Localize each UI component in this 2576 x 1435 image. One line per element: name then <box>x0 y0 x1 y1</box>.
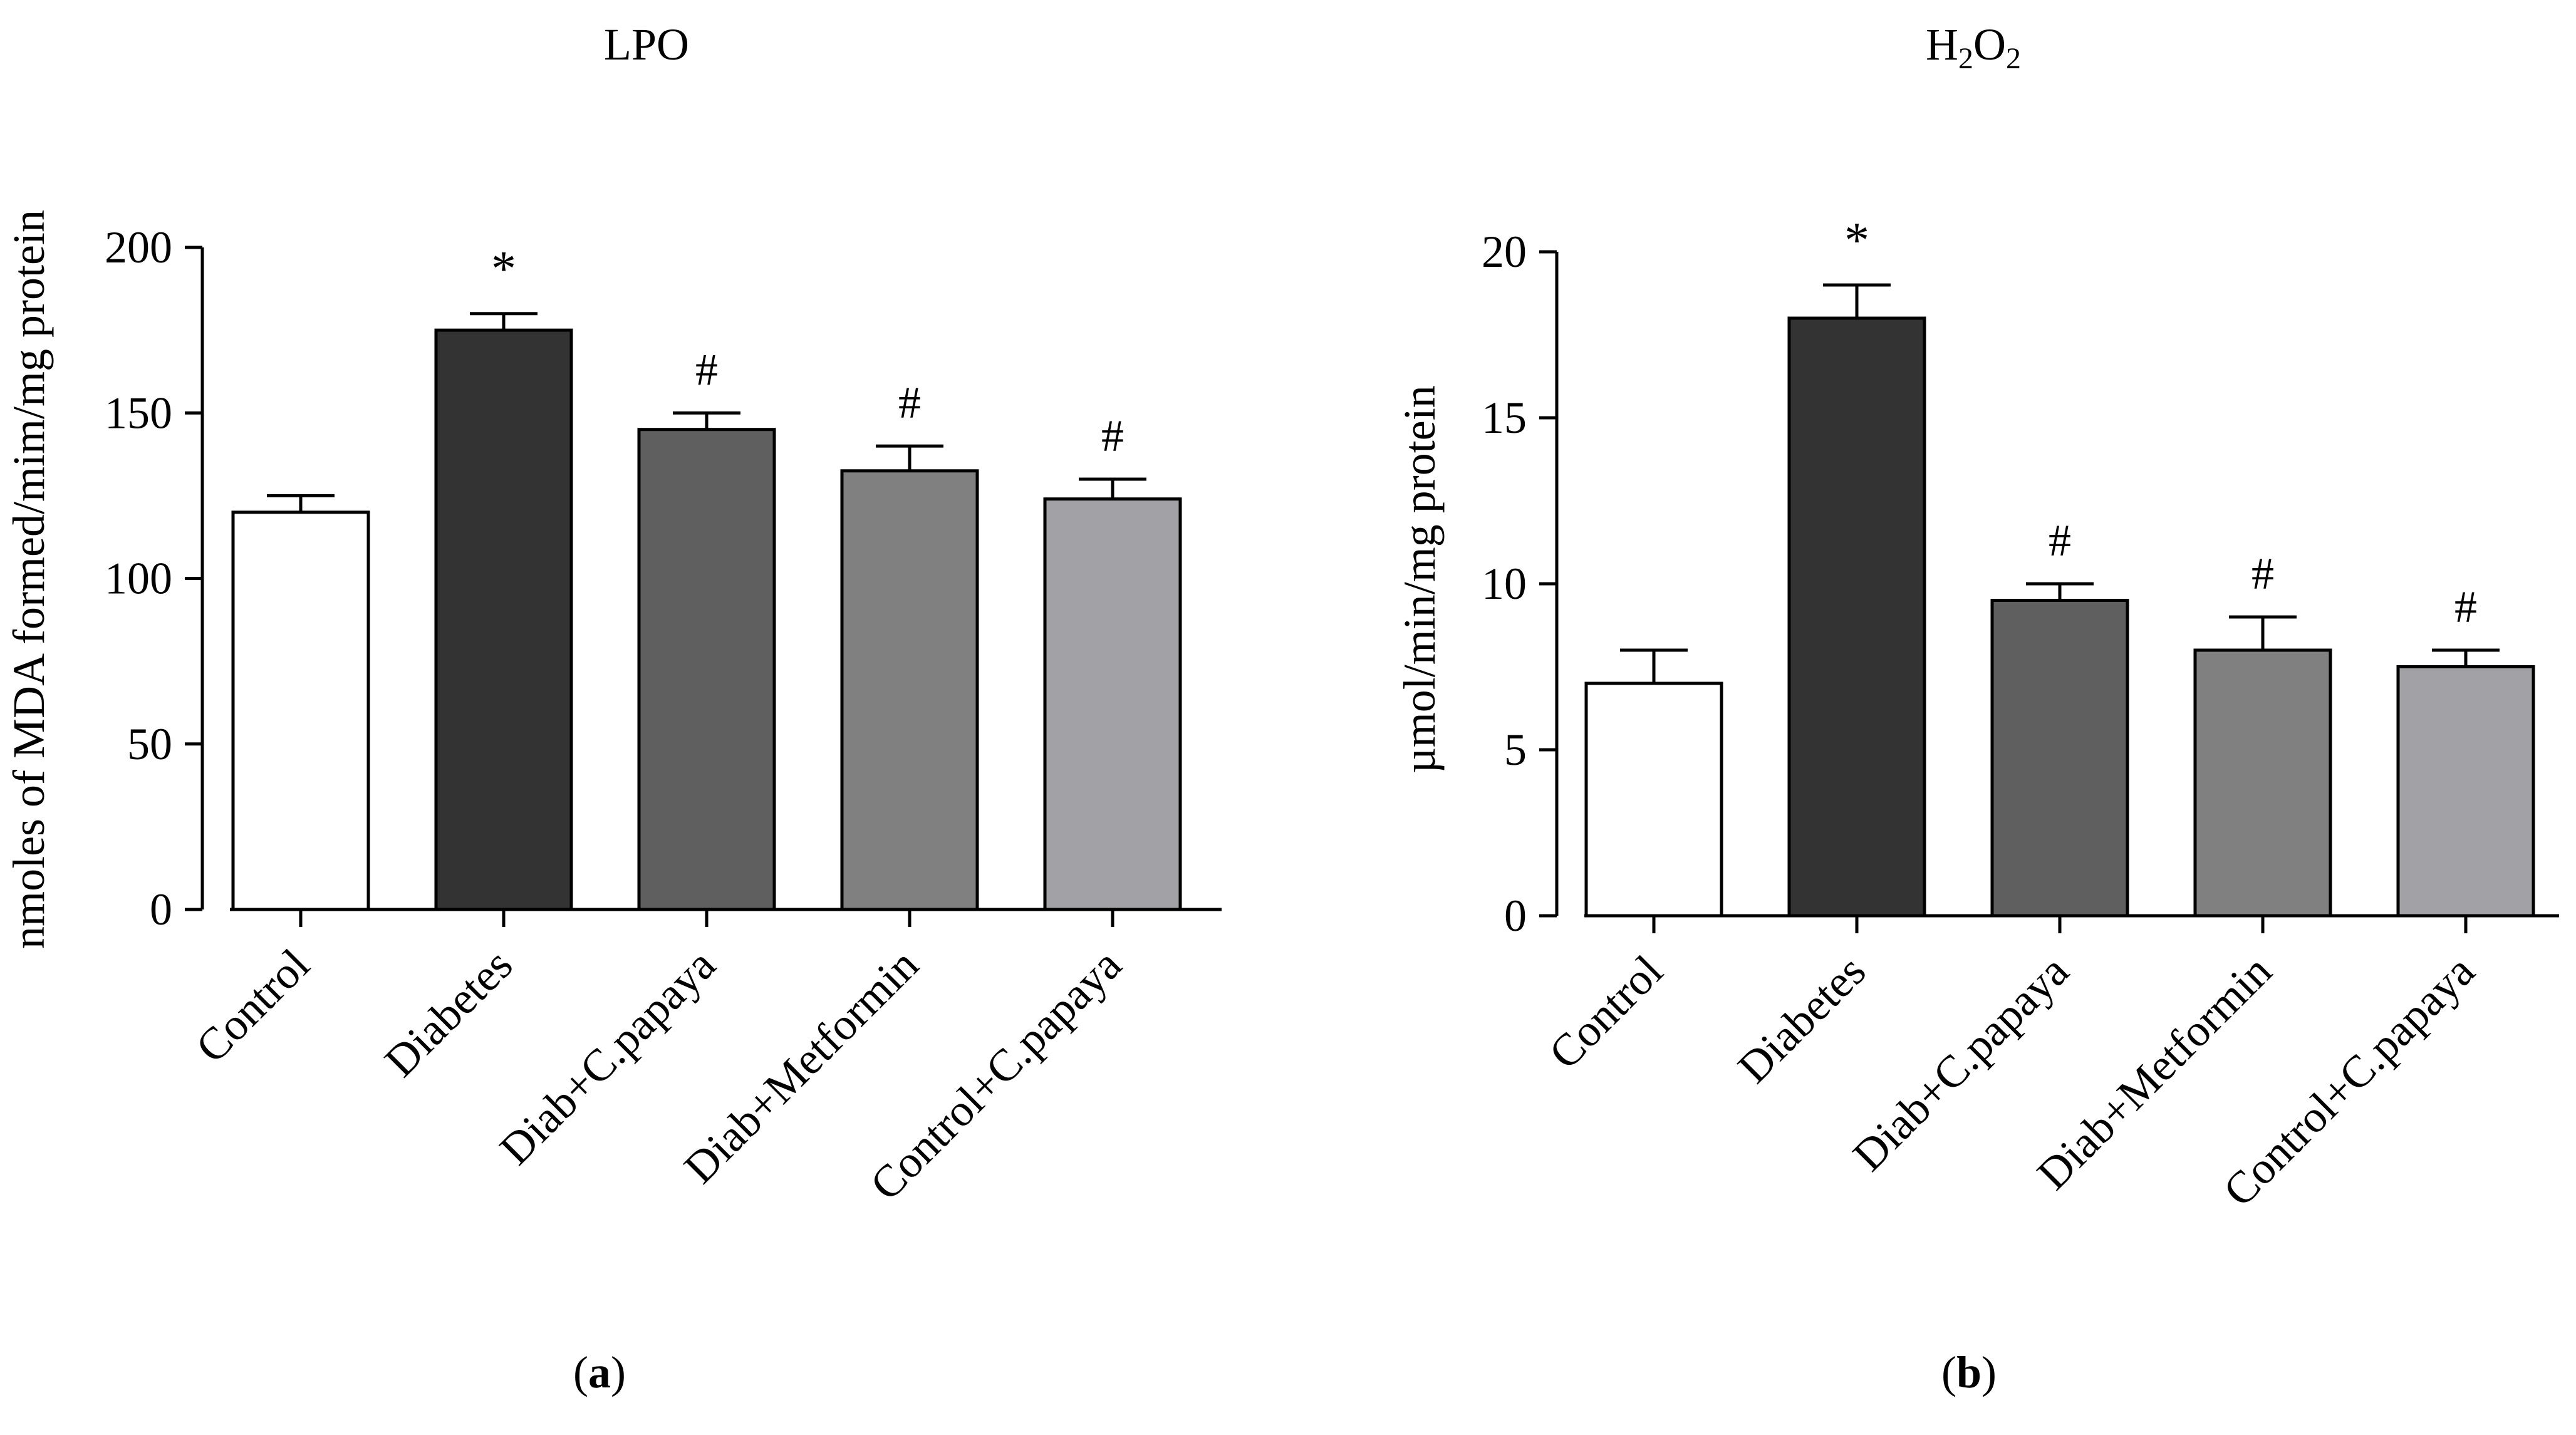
significance-marker: # <box>695 345 718 395</box>
bar-diabetes <box>434 328 573 911</box>
chart-panel-a: LPO nmoles of MDA formed/mim/mg protein … <box>4 19 1222 1397</box>
x-tick-label: Diab+C.papaya <box>1843 946 2078 1181</box>
y-tick-label: 5 <box>1504 725 1527 775</box>
panel-label-b: (b) <box>1941 1347 1997 1397</box>
plot-area-b: 05101520Control*Diabetes#Diab+C.papaya#D… <box>1482 213 2559 1216</box>
significance-marker: # <box>2454 582 2477 632</box>
plot-area-a: 0 50 100 150 200 Control * Diabetes # Diab+C.papa… <box>105 222 1222 1210</box>
y-axis-label-b: µmol/min/mg protein <box>1394 385 1445 773</box>
y-tick-label: 200 <box>105 222 172 272</box>
y-tick-label: 0 <box>150 884 172 935</box>
x-tick-label: Control <box>1539 946 1672 1079</box>
x-tick-label: Diabetes <box>1728 946 1876 1093</box>
chart-title-lpo: LPO <box>604 19 689 70</box>
panel-label-a: (a) <box>573 1347 626 1397</box>
y-tick-label: 10 <box>1482 559 1527 609</box>
bar-diab-metformin <box>840 469 979 911</box>
bar-diab-c-papaya <box>637 428 776 911</box>
bar-control <box>231 510 370 911</box>
x-tick-label: Diabetes <box>375 940 522 1087</box>
bar-control-c-papaya <box>2396 665 2535 918</box>
bar-diab-c-papaya <box>1990 599 2129 918</box>
chart-title-h2o2: H2O2 <box>1926 19 2021 75</box>
significance-marker: # <box>898 378 921 428</box>
y-tick-label: 0 <box>1504 891 1527 941</box>
significance-marker: * <box>491 242 516 297</box>
bar-control <box>1584 681 1723 918</box>
x-tick-label: Control <box>186 940 319 1072</box>
x-tick-label: Diab+C.papaya <box>490 940 725 1174</box>
bar-diabetes <box>1787 316 1926 918</box>
y-tick-label: 50 <box>127 719 172 769</box>
y-tick-label: 150 <box>105 388 172 438</box>
y-axis-label-a: nmoles of MDA formed/mim/mg protein <box>4 210 54 949</box>
y-tick-label: 100 <box>105 554 172 604</box>
bar-diab-metformin <box>2193 648 2332 918</box>
significance-marker: # <box>2049 515 2071 566</box>
significance-marker: * <box>1844 213 1869 268</box>
significance-marker: # <box>1101 411 1124 461</box>
bar-control-c-papaya <box>1043 497 1182 911</box>
y-tick-label: 15 <box>1482 393 1527 443</box>
significance-marker: # <box>2251 549 2274 599</box>
y-tick-label: 20 <box>1482 227 1527 277</box>
chart-panel-b: H2O2 µmol/min/mg protein 0 5 10 15 20 Control… <box>1394 19 2559 1397</box>
